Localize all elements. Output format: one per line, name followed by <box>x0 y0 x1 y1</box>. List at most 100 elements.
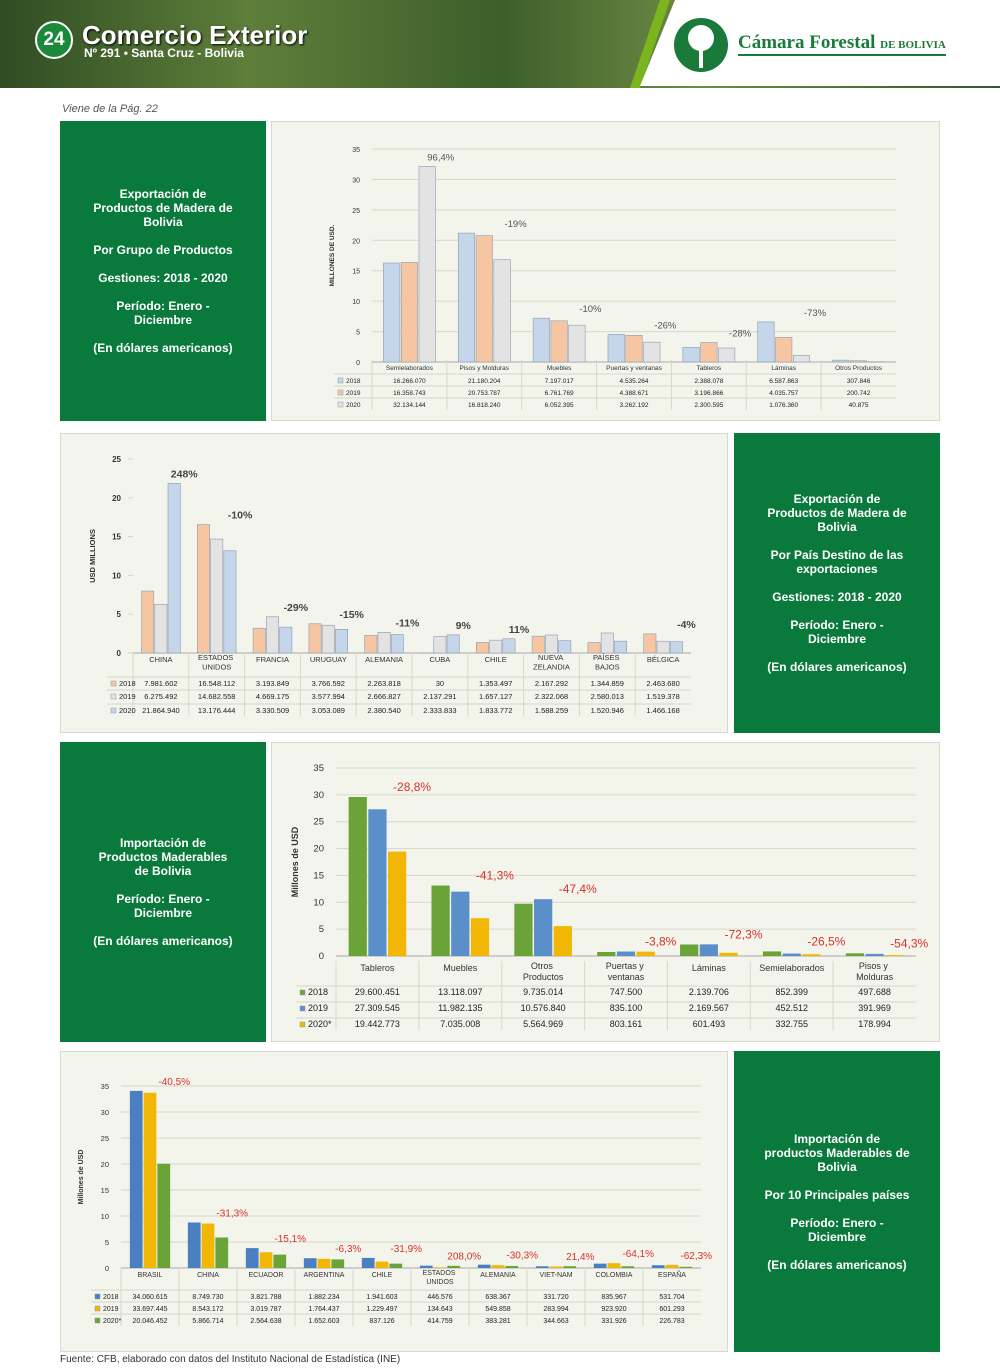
table-value: 134.643 <box>427 1306 452 1313</box>
change-annotation: -26,5% <box>807 934 845 948</box>
table-value: 3.019.787 <box>250 1306 281 1313</box>
bar <box>321 624 335 654</box>
table-value: 7.197.017 <box>545 378 574 385</box>
y-tick-label: 25 <box>352 208 360 215</box>
table-value: 10.576.840 <box>521 1003 566 1013</box>
bar <box>491 1265 505 1268</box>
table-value: 1.520.946 <box>591 706 624 715</box>
y-tick-label: 35 <box>313 763 324 774</box>
bar <box>470 918 490 956</box>
change-annotation: -3,8% <box>645 935 677 949</box>
x-tick-label: Tableros <box>697 365 722 372</box>
legend-swatch <box>94 1293 101 1300</box>
bar <box>535 1266 549 1268</box>
page-number: 24 <box>35 21 73 59</box>
bar <box>757 321 775 363</box>
change-annotation: 9% <box>456 620 472 632</box>
y-tick-label: 15 <box>352 269 360 276</box>
table-value: 747.500 <box>610 987 643 997</box>
table-value: 1.652.603 <box>308 1318 339 1325</box>
bar <box>400 262 418 363</box>
change-annotation: -11% <box>395 617 420 629</box>
bar <box>832 359 850 363</box>
bar <box>201 1223 215 1268</box>
table-value: 803.161 <box>610 1019 643 1029</box>
legend-label: 2019 <box>103 1306 119 1313</box>
bar <box>348 797 367 956</box>
table-value: 3.053.089 <box>312 706 345 715</box>
y-tick-label: 0 <box>319 951 324 962</box>
table-value: 638.367 <box>485 1294 510 1301</box>
y-tick-label: 25 <box>313 817 324 828</box>
legend-label: 2020* <box>103 1318 122 1325</box>
bar <box>489 639 503 654</box>
change-annotation: -10% <box>228 510 253 522</box>
x-tick-label: ECUADOR <box>248 1272 283 1279</box>
logo-icon <box>674 18 728 72</box>
table-value: 8.543.172 <box>192 1306 223 1313</box>
table-value: 1.519.378 <box>646 692 679 701</box>
table-value: 332.755 <box>775 1019 808 1029</box>
table-value: 6.761.769 <box>545 390 574 397</box>
x-tick-label: Muebles <box>443 963 478 973</box>
change-annotation: -15% <box>339 609 364 621</box>
legend-label: 2018 <box>103 1294 119 1301</box>
bar <box>157 1163 171 1268</box>
bar <box>600 632 614 654</box>
x-tick-label: Tableros <box>360 963 395 973</box>
bar <box>802 954 821 956</box>
continued-note: Viene de la Pág. 22 <box>62 103 158 115</box>
table-value: 331.926 <box>601 1318 626 1325</box>
bar <box>259 1252 273 1268</box>
x-tick-label: ESTADOS UNIDOS <box>198 653 235 672</box>
y-tick-label: 20 <box>112 494 121 503</box>
y-tick-label: 5 <box>117 610 122 619</box>
change-annotation: 208,0% <box>447 1252 481 1263</box>
table-value: 3.330.509 <box>256 706 289 715</box>
x-tick-label: CHINA <box>197 1272 219 1279</box>
panel-text: Exportación de Productos de Madera de Bo… <box>734 433 940 733</box>
bar <box>680 944 699 956</box>
bar <box>433 1267 447 1268</box>
bar <box>679 1266 693 1268</box>
table-value: 21.864.940 <box>142 706 180 715</box>
table-value: 4.669.175 <box>256 692 289 701</box>
bar <box>418 166 436 363</box>
bar <box>656 640 670 654</box>
table-value: 835.967 <box>601 1294 626 1301</box>
bar <box>419 1265 433 1268</box>
bar <box>616 951 636 956</box>
bar <box>587 642 601 654</box>
bar <box>389 1263 403 1268</box>
bar <box>143 1092 157 1268</box>
table-value: 7.981.602 <box>144 679 177 688</box>
bar <box>568 324 586 363</box>
bar <box>266 616 279 654</box>
table-value: 601.293 <box>659 1306 684 1313</box>
table-value: 1.353.497 <box>479 679 512 688</box>
table-value: 226.783 <box>659 1318 684 1325</box>
bar <box>719 952 738 956</box>
table-value: 2.388.078 <box>694 378 723 385</box>
bar <box>245 1248 259 1268</box>
table-value: 14.682.558 <box>198 692 236 701</box>
table-value: 601.493 <box>693 1019 726 1029</box>
y-tick-label: 15 <box>313 870 324 881</box>
x-tick-label: NUEVA ZELANDIA <box>533 653 570 672</box>
table-value: 200.742 <box>847 390 871 397</box>
bar <box>477 1264 491 1268</box>
panel-line: Gestiones: 2018 - 2020 <box>98 271 228 285</box>
change-annotation: -29% <box>284 602 309 614</box>
table-value: 2.564.638 <box>250 1318 281 1325</box>
bar <box>141 590 155 654</box>
table-value: 1.764.437 <box>308 1306 339 1313</box>
x-tick-label: ESPAÑA <box>658 1270 686 1279</box>
bar <box>534 899 553 956</box>
bar <box>377 632 391 654</box>
bar <box>621 1266 635 1268</box>
table-value: 1.344.859 <box>591 679 624 688</box>
x-tick-label: PAÍSES BAJOS <box>593 653 622 672</box>
logo-suffix: DE BOLIVIA <box>880 39 946 51</box>
panel-line: (En dólares americanos) <box>93 341 233 355</box>
